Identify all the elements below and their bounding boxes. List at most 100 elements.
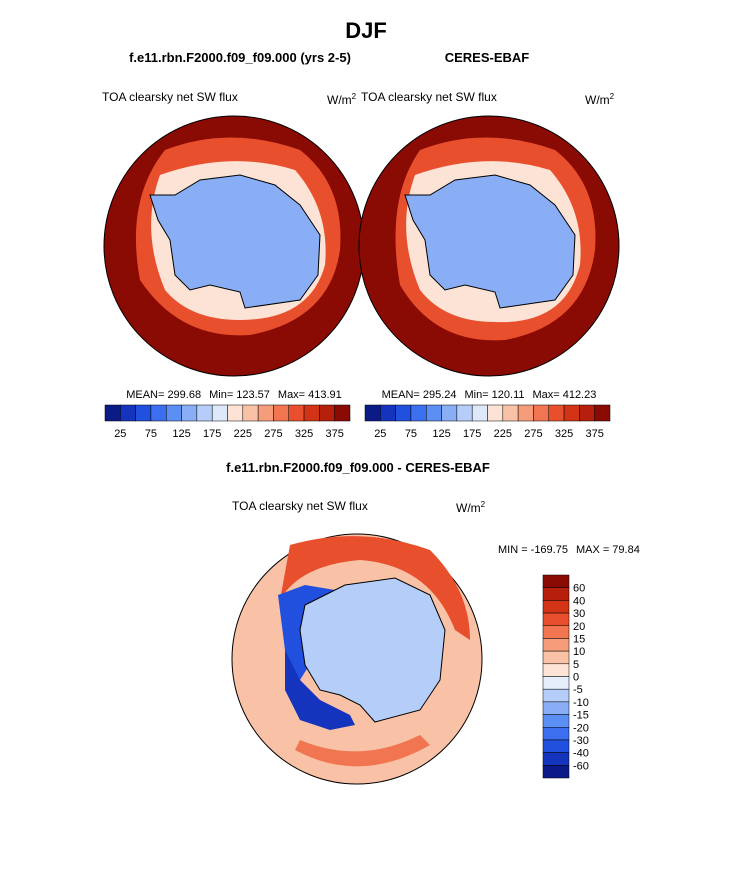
colorbar-box xyxy=(456,404,473,422)
panel-title: f.e11.rbn.F2000.f09_f09.000 - CERES-EBAF xyxy=(226,460,490,475)
colorbar-box xyxy=(542,587,570,601)
colorbar-label: 20 xyxy=(573,621,585,633)
stat-label: Min= xyxy=(465,389,489,401)
colorbar-box xyxy=(211,404,228,422)
figure-title: DJF xyxy=(345,18,387,43)
colorbar-box xyxy=(487,404,504,422)
colorbar-box xyxy=(542,663,570,677)
colorbar-label: 40 xyxy=(573,595,585,607)
stat-label: Max= xyxy=(532,389,559,401)
colorbar-box xyxy=(242,404,259,422)
units-sup: 2 xyxy=(352,92,357,101)
colorbar-label: 125 xyxy=(172,428,190,440)
units: W/m2 xyxy=(585,92,615,107)
units-sup: 2 xyxy=(610,92,615,101)
colorbar-box xyxy=(542,650,570,665)
colorbar-box xyxy=(120,404,136,422)
colorbar-box xyxy=(542,688,570,703)
colorbar-label: 225 xyxy=(494,428,512,440)
colorbar-label: -40 xyxy=(573,748,589,760)
colorbar-box xyxy=(426,404,442,422)
colorbar-box xyxy=(542,714,570,728)
variable-label: TOA clearsky net SW flux xyxy=(232,499,368,513)
stat-value: 120.11 xyxy=(492,389,525,401)
colorbar-box xyxy=(579,404,595,422)
units-base: W/m xyxy=(456,501,481,515)
colorbar-label: 175 xyxy=(203,428,221,440)
colorbar-box xyxy=(150,404,167,422)
colorbar-box xyxy=(542,676,570,690)
variable-label: TOA clearsky net SW flux xyxy=(102,90,238,104)
stat-value: -169.75 xyxy=(531,544,568,556)
units: W/m2 xyxy=(456,500,486,515)
colorbar-label: 30 xyxy=(573,608,585,620)
colorbar-box xyxy=(542,625,570,639)
colorbar-label: -5 xyxy=(573,684,583,696)
colorbar-label: 325 xyxy=(555,428,573,440)
colorbar-box xyxy=(135,404,152,422)
stat-label: Min= xyxy=(209,389,233,401)
colorbar-box xyxy=(364,404,381,422)
colorbar-box xyxy=(542,600,570,614)
colorbar-box xyxy=(533,404,549,422)
map-right xyxy=(358,115,620,377)
units-base: W/m xyxy=(585,93,610,107)
colorbar-box xyxy=(380,404,396,422)
colorbar-label: 25 xyxy=(374,428,386,440)
colorbar-box xyxy=(257,404,274,422)
stat-label: MEAN= xyxy=(382,389,420,401)
colorbar-box xyxy=(303,404,320,422)
colorbar-label: 225 xyxy=(234,428,252,440)
stat-label: Max= xyxy=(278,389,305,401)
colorbar-box xyxy=(395,404,412,422)
panel-title: CERES-EBAF xyxy=(445,50,530,65)
colorbar-label: 25 xyxy=(114,428,126,440)
colorbar-box xyxy=(542,574,570,588)
colorbar-box xyxy=(471,404,488,422)
stat-value: 299.68 xyxy=(167,389,201,401)
colorbar-box xyxy=(542,752,570,766)
colorbar-label: 375 xyxy=(326,428,344,440)
colorbar-box xyxy=(288,404,305,422)
colorbar-box xyxy=(594,404,611,422)
colorbar-label: 75 xyxy=(145,428,157,440)
colorbar-label: 75 xyxy=(405,428,417,440)
colorbar-box xyxy=(104,404,121,422)
stat-value: 123.57 xyxy=(236,389,270,401)
colorbar-box xyxy=(410,404,427,422)
colorbar-label: 10 xyxy=(573,646,585,658)
colorbar-label: -15 xyxy=(573,710,589,722)
colorbar-box xyxy=(502,404,519,422)
colorbar-box xyxy=(542,765,570,779)
colorbar-box xyxy=(273,404,289,422)
colorbar-label: 375 xyxy=(586,428,604,440)
map-difference xyxy=(231,533,483,785)
units: W/m2 xyxy=(327,92,357,107)
stat-value: 79.84 xyxy=(612,544,640,556)
colorbar-label: 125 xyxy=(432,428,450,440)
colorbar-label: 5 xyxy=(573,659,579,671)
colorbar-label: -30 xyxy=(573,735,589,747)
stat-label: MEAN= xyxy=(126,389,164,401)
colorbar-label: -60 xyxy=(573,760,589,772)
colorbar-box xyxy=(542,701,570,715)
units-sup: 2 xyxy=(481,500,486,509)
colorbar-label: -10 xyxy=(573,697,589,709)
colorbar-label: -20 xyxy=(573,722,589,734)
colorbar-box xyxy=(166,404,182,422)
stats: MEAN= 299.68 Min= 123.57 Max= 413.91 xyxy=(126,389,342,401)
colorbar-box xyxy=(319,404,335,422)
colorbar-box xyxy=(181,404,198,422)
colorbar-box xyxy=(542,739,570,753)
colorbar-box xyxy=(334,404,351,422)
stat-value: 412.23 xyxy=(563,389,597,401)
colorbar-box xyxy=(548,404,565,422)
colorbar-label: 60 xyxy=(573,583,585,595)
units-base: W/m xyxy=(327,93,352,107)
colorbar-label: 275 xyxy=(524,428,542,440)
colorbar-box xyxy=(542,612,570,626)
colorbar-label: 325 xyxy=(295,428,313,440)
map-left xyxy=(103,115,365,377)
stats: MEAN= 295.24 Min= 120.11 Max= 412.23 xyxy=(382,389,597,401)
